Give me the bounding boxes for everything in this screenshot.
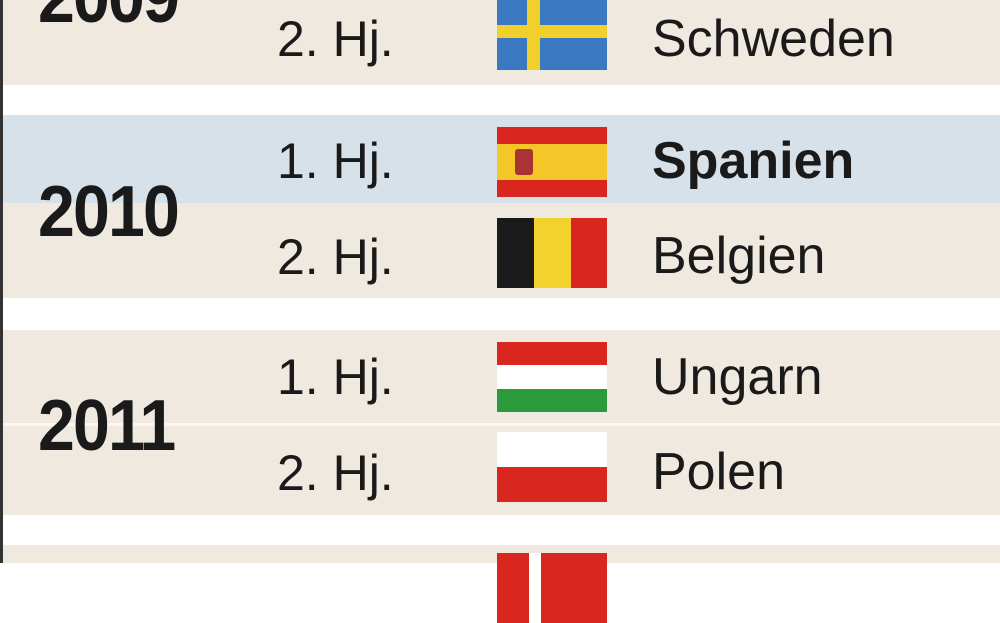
poland-flag-icon: [497, 432, 607, 502]
country-name-highlighted: Spanien: [652, 132, 855, 190]
country-name: Belgien: [652, 227, 826, 285]
spain-flag-icon: [497, 127, 607, 197]
country-name: Ungarn: [652, 348, 823, 406]
country-name: Polen: [652, 443, 785, 501]
country-name: Schweden: [652, 10, 895, 68]
hungary-flag-icon: [497, 342, 607, 412]
belgium-flag-icon: [497, 218, 607, 288]
half-year-label: 2. Hj.: [277, 445, 394, 501]
year-label-2009: 2009: [38, 0, 180, 34]
half-year-label: 1. Hj.: [277, 133, 394, 189]
row-divider: [3, 423, 1000, 426]
half-year-label: 1. Hj.: [277, 349, 394, 405]
denmark-flag-icon: [497, 553, 607, 623]
year-label-2010: 2010: [38, 172, 180, 252]
year-label-2011: 2011: [38, 386, 176, 466]
left-border: [0, 0, 3, 563]
sweden-flag-icon: [497, 0, 607, 70]
half-year-label: 2. Hj.: [277, 11, 394, 67]
half-year-label: 2. Hj.: [277, 229, 394, 285]
